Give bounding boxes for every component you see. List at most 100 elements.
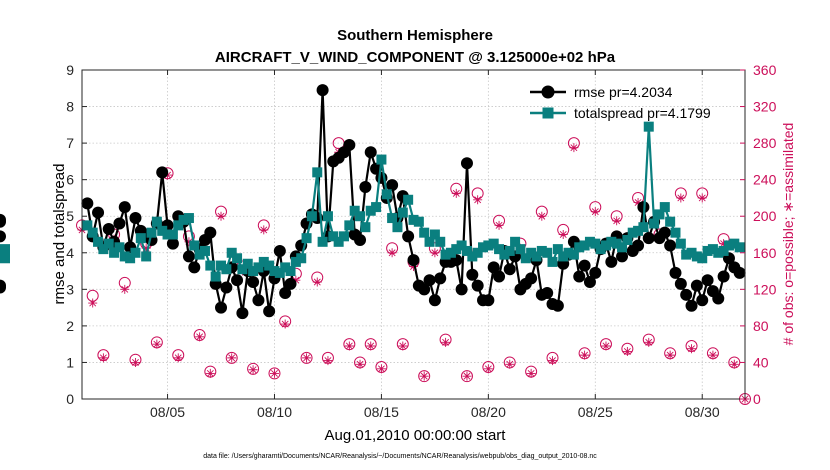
totalspread-point: [242, 258, 253, 269]
totalspread-point: [429, 229, 440, 240]
obs-assimilated-marker: [441, 337, 451, 347]
totalspread-point: [199, 245, 210, 256]
totalspread-point: [344, 220, 355, 231]
totalspread-point: [221, 264, 232, 275]
obs-assimilated-marker: [537, 211, 547, 221]
obs-assimilated-marker: [494, 220, 504, 230]
totalspread-point: [349, 205, 360, 216]
totalspread-point: [285, 266, 296, 277]
obs-assimilated-marker: [120, 284, 130, 294]
x-tick-label: 08/05: [150, 404, 185, 420]
totalspread-point: [504, 245, 515, 256]
totalspread-point: [659, 202, 670, 213]
right-y-tick-label: 320: [753, 99, 777, 115]
obs-assimilated-marker: [98, 353, 108, 363]
totalspread-point: [216, 260, 227, 271]
totalspread-point: [467, 251, 478, 262]
totalspread-point: [403, 194, 414, 205]
totalspread-point: [93, 236, 104, 247]
totalspread-point: [574, 242, 585, 253]
right-y-tick-label: 160: [753, 245, 777, 261]
totalspread-point: [697, 253, 708, 264]
totalspread-point: [654, 209, 665, 220]
left-y-tick-label: 8: [66, 99, 74, 115]
totalspread-point: [531, 251, 542, 262]
rmse-point: [717, 270, 730, 283]
obs-assimilated-marker: [88, 298, 98, 308]
rmse-point: [616, 250, 629, 263]
totalspread-point: [627, 227, 638, 238]
obs-assimilated-marker: [130, 357, 140, 367]
rmse-point: [428, 294, 441, 307]
rmse-point: [642, 232, 655, 245]
rmse-point: [92, 206, 105, 219]
totalspread-point: [103, 238, 114, 249]
totalspread-point: [397, 207, 408, 218]
obs-assimilated-marker: [376, 364, 386, 374]
totalspread-point: [264, 260, 275, 271]
obs-assimilated-marker: [697, 193, 707, 203]
x-axis-ticks: 08/05 08/10 08/15 08/20 08/25 08/30: [150, 70, 720, 420]
obs-assimilated-marker: [708, 350, 718, 360]
totalspread-point: [322, 211, 333, 222]
totalspread-point: [413, 216, 424, 227]
rmse-point: [680, 288, 693, 301]
obs-assimilated-marker: [398, 341, 408, 351]
obs-assimilated-marker: [483, 364, 493, 374]
obs-assimilated-marker: [355, 359, 365, 369]
rmse-point: [0, 213, 6, 226]
rmse-point: [81, 197, 94, 210]
totalspread-point: [194, 249, 205, 260]
right-y-tick-label: 0: [753, 391, 761, 407]
totalspread-point: [125, 253, 136, 264]
totalspread-point: [290, 256, 301, 267]
rmse-point: [493, 270, 506, 283]
rmse-point: [466, 268, 479, 281]
totalspread-point: [312, 167, 323, 178]
rmse-point: [364, 146, 377, 159]
left-y-tick-label: 4: [66, 245, 74, 261]
totalspread-point: [568, 249, 579, 260]
obs-assimilated-marker: [719, 239, 729, 249]
rmse-point: [423, 274, 436, 287]
totalspread-point: [253, 262, 264, 273]
rmse-point: [674, 277, 687, 290]
totalspread-point: [536, 245, 547, 256]
totalspread-point: [456, 240, 467, 251]
rmse-point: [113, 217, 126, 230]
totalspread-point: [135, 233, 146, 244]
totalspread-point: [483, 240, 494, 251]
rmse-point: [696, 294, 709, 307]
totalspread-point: [333, 236, 344, 247]
obs-assimilated-marker: [366, 341, 376, 351]
totalspread-point: [435, 236, 446, 247]
obs-assimilated-marker: [430, 248, 440, 258]
totalspread-point: [665, 216, 676, 227]
obs-assimilated-marker: [729, 359, 739, 369]
totalspread-point: [440, 249, 451, 260]
totalspread-point: [713, 247, 724, 258]
obs-possible-marker: [268, 367, 281, 380]
totalspread-point: [226, 247, 237, 258]
obs-assimilated-marker: [291, 275, 301, 285]
left-y-axis-label: rmse and totalspread: [51, 164, 68, 305]
obs-assimilated-marker: [601, 341, 611, 351]
rmse-point: [632, 239, 645, 252]
totalspread-point: [451, 244, 462, 255]
totalspread-point: [526, 247, 537, 258]
obs-assimilated-marker: [622, 346, 632, 356]
x-axis-label: Aug.01,2010 00:00:00 start: [325, 427, 507, 444]
obs-assimilated-marker: [569, 143, 579, 153]
totalspread-point: [408, 214, 419, 225]
totalspread-point: [590, 238, 601, 249]
right-y-tick-label: 40: [753, 354, 769, 370]
rmse-point: [551, 299, 564, 312]
obs-assimilated-marker: [152, 339, 162, 349]
legend: rmse pr=4.2034 totalspread pr=4.1799: [530, 84, 711, 121]
obs-assimilated-marker: [526, 368, 536, 378]
right-y-tick-label: 120: [753, 281, 777, 297]
rmse-point: [166, 237, 179, 250]
totalspread-point: [205, 260, 216, 271]
rmse-point: [573, 270, 586, 283]
totalspread-point: [269, 266, 280, 277]
